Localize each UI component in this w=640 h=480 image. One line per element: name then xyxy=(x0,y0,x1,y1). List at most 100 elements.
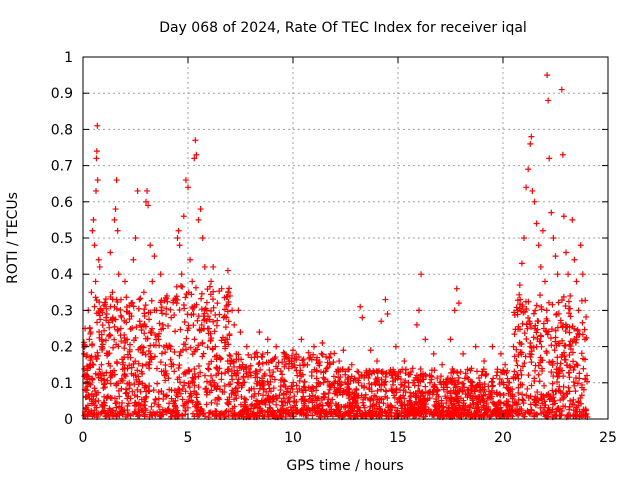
background-point xyxy=(177,390,184,397)
background-point xyxy=(574,326,581,333)
background-point xyxy=(530,310,537,317)
data-point xyxy=(371,379,378,386)
background-point xyxy=(491,410,498,417)
background-point xyxy=(566,374,573,381)
background-point xyxy=(189,379,196,386)
background-point xyxy=(133,324,140,331)
background-point xyxy=(344,410,351,417)
background-point xyxy=(138,396,145,403)
background-point xyxy=(198,290,205,297)
background-point xyxy=(476,387,483,394)
background-point xyxy=(132,409,139,416)
background-point xyxy=(171,403,178,410)
data-point xyxy=(237,329,244,336)
background-point xyxy=(118,314,125,321)
background-point xyxy=(368,395,375,402)
background-point xyxy=(479,397,486,404)
background-point xyxy=(145,309,152,316)
background-point xyxy=(572,413,579,420)
background-point xyxy=(203,299,210,306)
background-point xyxy=(470,410,477,417)
background-point xyxy=(324,364,331,371)
background-point xyxy=(267,378,274,385)
background-point xyxy=(335,374,342,381)
background-point xyxy=(154,380,161,387)
background-point xyxy=(107,407,114,414)
background-point xyxy=(544,407,551,414)
background-point xyxy=(505,398,512,405)
data-point xyxy=(357,303,364,310)
background-point xyxy=(346,385,353,392)
background-point xyxy=(544,317,551,324)
background-point xyxy=(111,323,118,330)
background-point xyxy=(572,375,579,382)
data-point xyxy=(185,184,191,191)
background-point xyxy=(541,382,548,389)
background-point xyxy=(440,413,447,420)
background-point xyxy=(464,394,471,401)
data-point xyxy=(527,140,534,147)
background-point xyxy=(335,404,342,411)
background-point xyxy=(207,409,214,416)
background-point xyxy=(527,411,534,418)
background-point xyxy=(483,400,490,407)
background-point xyxy=(571,325,578,332)
background-point xyxy=(269,413,276,420)
background-point xyxy=(117,312,124,319)
background-point xyxy=(560,373,567,380)
data-point xyxy=(93,148,100,155)
data-point xyxy=(97,307,104,314)
background-point xyxy=(516,301,523,308)
background-point xyxy=(93,310,100,317)
data-point xyxy=(518,260,525,267)
background-point xyxy=(300,356,307,363)
background-point xyxy=(191,388,198,395)
background-point xyxy=(440,386,447,393)
background-point xyxy=(179,396,186,403)
data-point xyxy=(174,235,181,241)
background-point xyxy=(222,369,229,376)
background-point xyxy=(273,401,280,408)
data-point xyxy=(264,336,271,343)
data-point xyxy=(489,343,496,350)
background-point xyxy=(204,286,211,293)
background-point xyxy=(105,333,112,340)
background-point xyxy=(95,352,102,359)
background-point xyxy=(147,342,154,349)
background-point xyxy=(286,394,293,401)
background-point xyxy=(145,347,152,354)
background-point xyxy=(247,369,254,376)
y-tick-label: 0.3 xyxy=(51,303,73,319)
background-point xyxy=(231,403,238,410)
background-point xyxy=(509,391,516,398)
background-point xyxy=(499,369,506,376)
background-point xyxy=(204,389,211,396)
background-point xyxy=(135,305,142,312)
background-point xyxy=(525,314,532,321)
background-point xyxy=(289,352,296,359)
background-point xyxy=(174,376,181,383)
background-point xyxy=(583,410,590,417)
background-point xyxy=(104,377,111,384)
background-point xyxy=(327,400,334,407)
background-point xyxy=(301,361,308,368)
background-point xyxy=(408,392,415,399)
data-point xyxy=(134,187,141,194)
background-point xyxy=(437,373,444,380)
background-point xyxy=(194,317,201,324)
background-point xyxy=(278,398,285,405)
background-point xyxy=(504,375,511,382)
background-point xyxy=(240,373,247,380)
data-point xyxy=(164,292,170,299)
background-point xyxy=(524,385,531,392)
data-point xyxy=(95,256,102,263)
data-point xyxy=(130,256,137,263)
background-point xyxy=(553,388,560,395)
background-point xyxy=(201,372,208,379)
background-point xyxy=(355,377,362,384)
background-point xyxy=(175,411,182,418)
background-point xyxy=(583,313,590,320)
background-point xyxy=(378,381,385,388)
background-point xyxy=(184,311,191,318)
background-point xyxy=(318,397,325,404)
